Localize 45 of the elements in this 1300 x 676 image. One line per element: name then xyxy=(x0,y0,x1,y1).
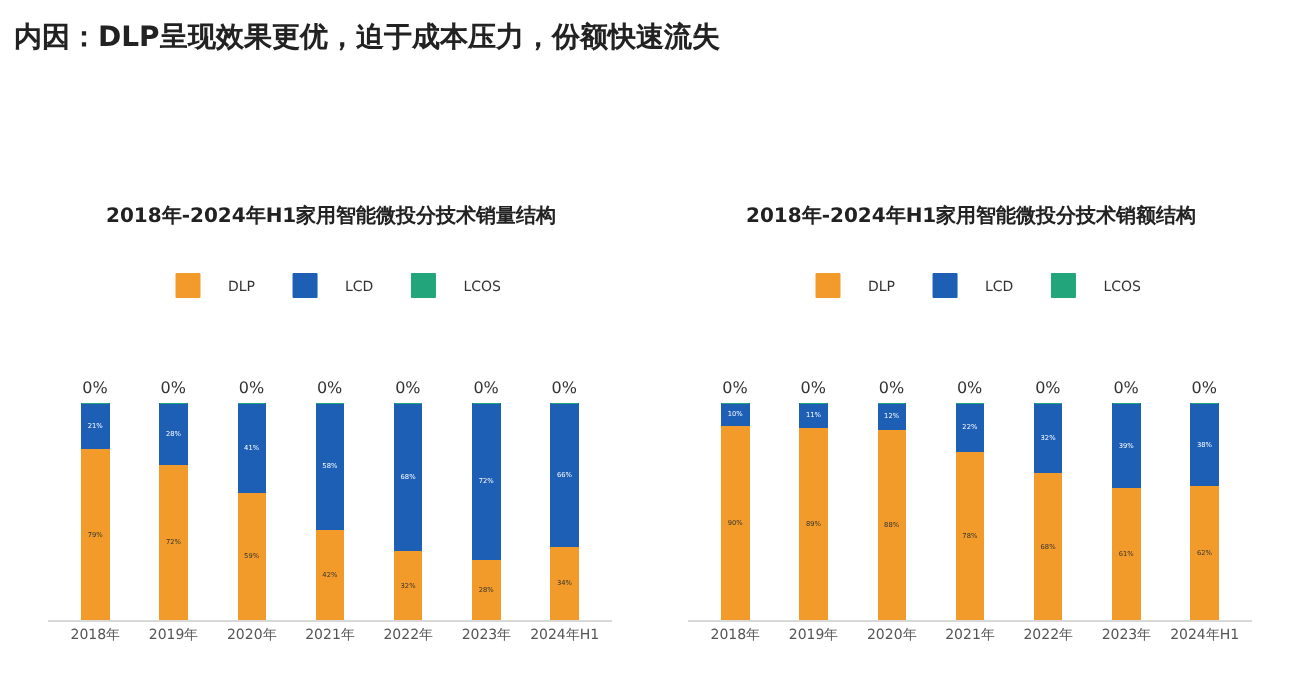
data-label: 0% xyxy=(316,379,344,398)
data-label: 0% xyxy=(82,379,109,398)
text: 内因：DLP呈现效果更优，迫于成本压力，份额快速流失 xyxy=(14,20,722,54)
bar xyxy=(159,402,188,465)
bar xyxy=(159,463,188,621)
bar xyxy=(315,402,345,530)
data-label: 0% xyxy=(1113,379,1140,398)
bar xyxy=(721,424,750,621)
chart-title: 2018年-2024年H1家用智能微投分技术销量结构 xyxy=(106,204,557,228)
data-label: 0% xyxy=(722,379,749,398)
bar xyxy=(1112,487,1141,621)
chart-title: 2018年-2024年H1家用智能微投分技术销额结构 xyxy=(746,204,1197,228)
bar xyxy=(472,402,501,560)
data-label: 0% xyxy=(551,379,578,398)
data-label: 0% xyxy=(160,379,187,398)
data-label: 0% xyxy=(238,379,265,398)
data-label: 0% xyxy=(395,379,422,398)
bar xyxy=(550,545,579,621)
data-label: 0% xyxy=(1035,379,1062,398)
data-label: 0% xyxy=(1191,379,1218,398)
bar xyxy=(472,558,501,621)
bar xyxy=(955,402,985,452)
bar xyxy=(799,402,828,428)
bar xyxy=(799,426,828,621)
data-label: 0% xyxy=(473,379,500,398)
bar xyxy=(81,448,110,621)
bar xyxy=(315,528,345,621)
bar xyxy=(877,428,906,621)
data-label: 0% xyxy=(956,379,984,398)
data-label: 0% xyxy=(800,379,827,398)
bar xyxy=(81,402,110,450)
bar xyxy=(237,402,266,493)
bar xyxy=(955,450,985,621)
bar xyxy=(1190,402,1219,487)
bar xyxy=(1112,402,1141,489)
bar xyxy=(394,550,423,621)
bar xyxy=(237,491,266,621)
bar xyxy=(877,402,906,430)
bar xyxy=(721,402,750,426)
bar xyxy=(394,402,423,552)
data-label: 0% xyxy=(878,379,905,398)
bar xyxy=(550,402,579,547)
bar xyxy=(1034,472,1063,621)
bar xyxy=(1034,402,1063,474)
bar xyxy=(1190,485,1219,621)
